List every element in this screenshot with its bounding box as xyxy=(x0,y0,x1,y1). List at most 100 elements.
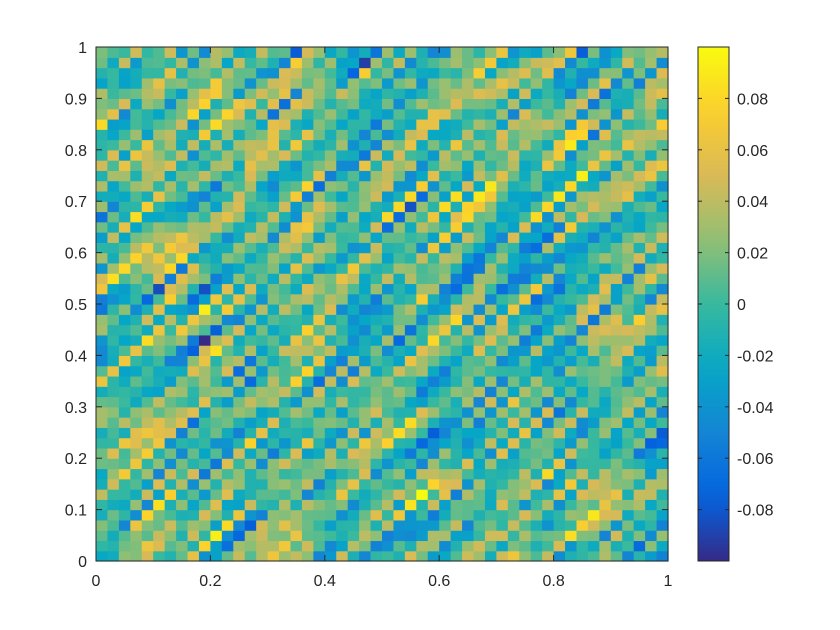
heatmap-cell xyxy=(633,478,646,490)
heatmap-cell xyxy=(256,57,269,69)
heatmap-cell xyxy=(359,417,372,428)
heatmap-cell xyxy=(610,304,623,315)
heatmap-cell xyxy=(153,232,166,243)
heatmap-cell xyxy=(382,417,395,428)
heatmap-cell xyxy=(313,458,326,470)
heatmap-cell xyxy=(313,447,326,459)
heatmap-cell xyxy=(393,478,406,490)
heatmap-cell xyxy=(187,77,200,89)
heatmap-cell xyxy=(324,396,337,408)
heatmap-cell xyxy=(347,334,360,346)
heatmap-cell xyxy=(130,334,143,346)
heatmap-cell xyxy=(118,283,131,295)
heatmap-cell xyxy=(404,406,417,418)
heatmap-cell xyxy=(256,550,269,562)
heatmap-cell xyxy=(496,139,509,151)
heatmap-cell xyxy=(645,334,658,346)
heatmap-cell xyxy=(210,201,223,213)
heatmap-cell xyxy=(576,417,589,428)
heatmap-cell xyxy=(542,262,555,274)
heatmap-cell xyxy=(599,386,612,398)
heatmap-cell xyxy=(393,262,406,274)
heatmap-cell xyxy=(507,252,520,264)
heatmap-cell xyxy=(198,489,211,500)
heatmap-cell xyxy=(587,550,600,562)
heatmap-cell xyxy=(313,396,326,408)
heatmap-cell xyxy=(153,77,166,89)
heatmap-cell xyxy=(622,519,635,531)
heatmap-cell xyxy=(359,447,372,459)
heatmap-cell xyxy=(599,406,612,418)
heatmap-cell xyxy=(484,67,497,79)
heatmap-cell xyxy=(187,375,200,387)
heatmap-cell xyxy=(382,458,395,470)
heatmap-cell xyxy=(473,458,486,470)
heatmap-cell xyxy=(347,550,360,562)
heatmap-cell xyxy=(382,293,395,305)
heatmap-cell xyxy=(599,447,612,459)
heatmap-cell xyxy=(576,427,589,439)
heatmap-cell xyxy=(439,437,452,449)
heatmap-cell xyxy=(542,232,555,243)
heatmap-cell xyxy=(587,324,600,336)
heatmap-cell xyxy=(210,406,223,418)
heatmap-cell xyxy=(382,468,395,480)
heatmap-cell xyxy=(244,334,257,346)
heatmap-cell xyxy=(96,478,109,490)
heatmap-cell xyxy=(473,324,486,336)
heatmap-cell xyxy=(450,170,463,182)
heatmap-cell xyxy=(210,489,223,500)
heatmap-cell xyxy=(313,293,326,305)
heatmap-cell xyxy=(484,273,497,285)
heatmap-cell xyxy=(645,67,658,79)
heatmap-cell xyxy=(198,437,211,449)
heatmap-cell xyxy=(267,550,280,562)
heatmap-cell xyxy=(336,273,349,285)
heatmap-cell xyxy=(519,396,532,408)
heatmap-cell xyxy=(313,67,326,79)
heatmap-cell xyxy=(347,67,360,79)
heatmap-cell xyxy=(507,375,520,387)
heatmap-cell xyxy=(462,468,475,480)
heatmap-cell xyxy=(450,47,463,58)
heatmap-cell xyxy=(118,417,131,428)
heatmap-cell xyxy=(645,98,658,110)
heatmap-cell xyxy=(587,129,600,141)
heatmap-cell xyxy=(519,283,532,295)
heatmap-cell xyxy=(359,149,372,161)
heatmap-cell xyxy=(370,232,383,243)
heatmap-cell xyxy=(393,190,406,202)
heatmap-cell xyxy=(107,345,120,356)
heatmap-cell xyxy=(462,118,475,130)
heatmap-cell xyxy=(542,417,555,428)
heatmap-cell xyxy=(553,478,566,490)
heatmap-cell xyxy=(153,108,166,120)
heatmap-cell xyxy=(450,314,463,326)
heatmap-cell xyxy=(450,499,463,511)
heatmap-cell xyxy=(153,190,166,202)
x-tick-label: 0.2 xyxy=(199,573,221,590)
heatmap-cell xyxy=(233,129,246,141)
heatmap-cell xyxy=(153,519,166,531)
heatmap-cell xyxy=(370,242,383,254)
heatmap-cell xyxy=(164,221,177,233)
heatmap-cell xyxy=(324,273,337,285)
heatmap-cell xyxy=(553,190,566,202)
heatmap-cell xyxy=(599,396,612,408)
heatmap-cell xyxy=(313,180,326,192)
heatmap-cell xyxy=(187,458,200,470)
y-tick-label: 0.6 xyxy=(65,246,87,263)
heatmap-cell xyxy=(176,252,189,264)
heatmap-cell xyxy=(633,489,646,500)
heatmap-cell xyxy=(313,129,326,141)
heatmap-cell xyxy=(542,519,555,531)
heatmap-cell xyxy=(347,252,360,264)
heatmap-cell xyxy=(198,478,211,490)
heatmap-cell xyxy=(393,201,406,213)
heatmap-cell xyxy=(576,252,589,264)
heatmap-cell xyxy=(484,334,497,346)
heatmap-cell xyxy=(267,417,280,428)
heatmap-cell xyxy=(439,232,452,243)
heatmap-cell xyxy=(244,201,257,213)
heatmap-cell xyxy=(233,149,246,161)
